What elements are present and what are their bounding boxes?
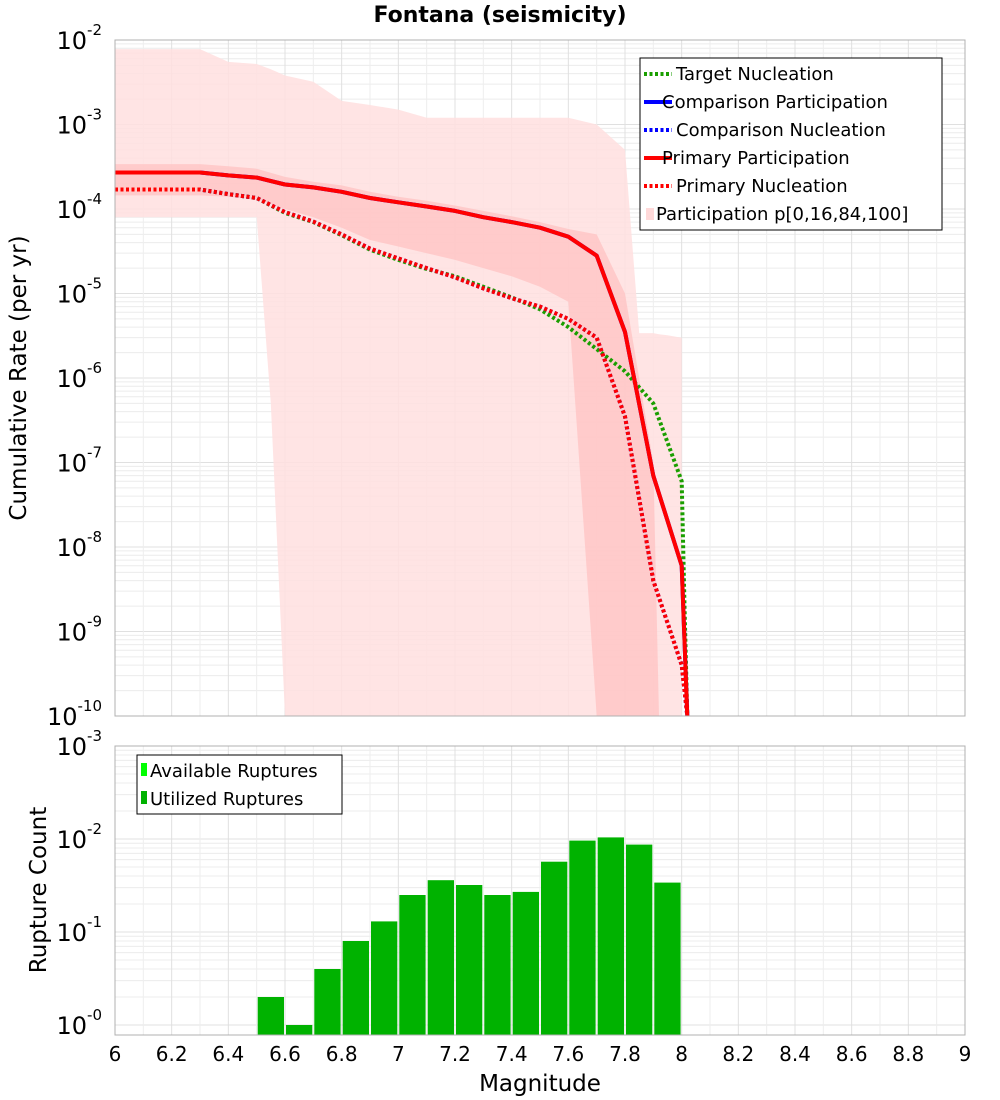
legend-swatch-utilized-ruptures xyxy=(141,791,147,804)
rupture-bar xyxy=(456,885,483,1035)
rupture-bar xyxy=(512,891,539,1035)
rupture-bar xyxy=(314,969,341,1035)
x-tick-label: 7.8 xyxy=(609,1042,641,1066)
legend-label-participation-p-0-16-84-100: Participation p[0,16,84,100] xyxy=(656,204,908,225)
count-y-tick-label: 10-0 xyxy=(56,1006,102,1040)
rate-y-tick-label: 10-9 xyxy=(56,613,102,647)
rate-legend-box xyxy=(639,57,943,231)
x-tick-label: 8.6 xyxy=(836,1042,868,1066)
x-tick-label: 8.2 xyxy=(722,1042,754,1066)
x-axis-label: Magnitude xyxy=(479,1071,601,1097)
rupture-bar xyxy=(342,941,369,1035)
count-legend-box xyxy=(136,754,343,815)
rupture-bar xyxy=(286,1025,313,1035)
legend-label-comparison-nucleation: Comparison Nucleation xyxy=(676,120,886,141)
band-inner xyxy=(115,164,659,717)
rate-y-tick-label: 10-2 xyxy=(56,21,102,55)
x-tick-label: 8.8 xyxy=(892,1042,924,1066)
legend-label-comparison-participation: Comparison Participation xyxy=(662,92,888,113)
rupture-bar xyxy=(569,840,596,1035)
rate-y-tick-label: 10-4 xyxy=(56,190,102,224)
x-tick-label: 6.6 xyxy=(269,1042,301,1066)
count-y-tick-label: 10-2 xyxy=(56,820,102,854)
rupture-bar xyxy=(427,880,454,1035)
x-tick-label: 7.4 xyxy=(496,1042,528,1066)
rate-y-tick-label: 10-7 xyxy=(56,444,102,478)
count-legend: Available Ruptures Utilized Ruptures xyxy=(136,754,343,815)
rupture-bar xyxy=(371,921,398,1035)
count-y-tick-label: 10-3 xyxy=(56,727,102,761)
legend-swatch-available-ruptures xyxy=(141,763,147,776)
rate-y-axis-label: Cumulative Rate (per yr) xyxy=(6,235,32,520)
count-y-axis-label: Rupture Count xyxy=(26,807,52,973)
x-tick-label: 8 xyxy=(675,1042,688,1066)
rupture-bar xyxy=(399,895,426,1035)
count-x-ticks: 6 6.2 6.4 6.6 6.8 7 7.2 7.4 7.6 7.8 8 8.2 8.4 8.6 8.8 9 xyxy=(109,1042,972,1066)
rate-y-tick-label: 10-3 xyxy=(56,106,102,140)
legend-label-target-nucleation: Target Nucleation xyxy=(675,64,834,85)
legend-swatch-participation-p-0-16-84-100 xyxy=(646,208,654,220)
rate-plot-frame xyxy=(114,39,966,717)
legend-label-utilized-ruptures: Utilized Ruptures xyxy=(150,789,303,810)
rate-series xyxy=(115,170,690,717)
x-tick-label: 6.8 xyxy=(326,1042,358,1066)
rate-y-tick-label: 10-6 xyxy=(56,359,102,393)
rupture-bar xyxy=(541,861,568,1035)
rate-legend: Target Nucleation Comparison Participatio… xyxy=(639,57,943,231)
legend-label-available-ruptures: Available Ruptures xyxy=(150,761,318,782)
rate-y-tick-label: 10-8 xyxy=(56,528,102,562)
rate-y-tick-label: 10-10 xyxy=(47,697,102,731)
x-tick-label: 7 xyxy=(392,1042,405,1066)
count-plot-frame xyxy=(114,745,966,1036)
rupture-bar xyxy=(257,997,284,1035)
chart-title: Fontana (seismicity) xyxy=(373,3,626,28)
x-tick-label: 6.4 xyxy=(212,1042,244,1066)
rupture-bar xyxy=(597,837,624,1035)
count-y-ticks: 10-3 10-2 10-1 10-0 xyxy=(56,727,102,1040)
count-grid xyxy=(114,746,966,1035)
legend-label-primary-nucleation: Primary Nucleation xyxy=(676,176,848,197)
x-tick-label: 6 xyxy=(109,1042,122,1066)
rupture-bar xyxy=(626,844,653,1035)
count-bars xyxy=(257,837,681,1035)
count-y-tick-label: 10-1 xyxy=(56,913,102,947)
rate-panel: Fontana (seismicity) 10-210-310-410-510-… xyxy=(6,3,966,731)
x-tick-label: 6.2 xyxy=(156,1042,188,1066)
series-line-primary-nucleation xyxy=(115,187,690,717)
series-line-primary-participation xyxy=(115,170,690,717)
x-tick-label: 9 xyxy=(959,1042,972,1066)
band-outer xyxy=(115,49,682,717)
rupture-bar xyxy=(654,882,681,1035)
rate-y-tick-label: 10-5 xyxy=(56,275,102,309)
count-panel: 10-3 10-2 10-1 10-0 6 6.2 6.4 6.6 6.8 7 7.2 7.4 7.6… xyxy=(26,727,971,1097)
rate-bands xyxy=(115,49,682,717)
x-tick-label: 7.6 xyxy=(552,1042,584,1066)
x-tick-label: 8.4 xyxy=(779,1042,811,1066)
x-tick-label: 7.2 xyxy=(439,1042,471,1066)
rate-y-ticks: 10-2 10-3 10-4 10-5 10-6 10-7 10-8 10-9 10-10 xyxy=(47,21,102,731)
rupture-bar xyxy=(484,895,511,1035)
legend-label-primary-participation: Primary Participation xyxy=(662,148,850,169)
